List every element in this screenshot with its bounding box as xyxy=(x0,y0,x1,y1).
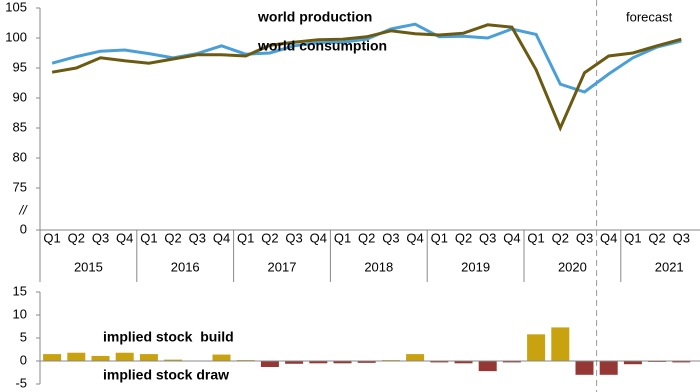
bar xyxy=(672,361,691,363)
y-tick-label: 15 xyxy=(13,283,27,298)
year-label: 2020 xyxy=(558,259,587,274)
draw-label: implied stock draw xyxy=(103,367,229,383)
year-label: 2019 xyxy=(461,259,490,274)
x-tick-label: Q4 xyxy=(406,230,423,245)
x-tick-label: Q2 xyxy=(68,230,85,245)
y-tick-label: 105 xyxy=(5,0,27,14)
x-tick-label: Q3 xyxy=(189,230,206,245)
x-tick-label: Q3 xyxy=(479,230,496,245)
x-tick-label: Q1 xyxy=(334,230,351,245)
x-tick-label: Q1 xyxy=(431,230,448,245)
bar xyxy=(139,354,158,361)
x-tick-label: Q1 xyxy=(624,230,641,245)
x-tick-label: Q4 xyxy=(310,230,327,245)
line-series xyxy=(51,23,682,132)
bar xyxy=(478,361,497,372)
bar xyxy=(67,352,86,361)
y-tick-label: 10 xyxy=(13,306,27,321)
y-tick-label: 75 xyxy=(13,179,27,194)
x-tick-label: Q3 xyxy=(285,230,302,245)
x-tick-label: Q1 xyxy=(527,230,544,245)
y-tick-label: 90 xyxy=(13,89,27,104)
x-tick-label: Q4 xyxy=(600,230,617,245)
year-label: 2018 xyxy=(364,259,393,274)
x-tick-label: Q2 xyxy=(358,230,375,245)
y-tick-label: 80 xyxy=(13,149,27,164)
bar xyxy=(43,354,62,361)
x-tick-label: Q3 xyxy=(92,230,109,245)
forecast-label: forecast xyxy=(626,9,673,24)
x-tick-label: Q1 xyxy=(237,230,254,245)
y-tick-label: 100 xyxy=(5,29,27,44)
bar xyxy=(357,361,376,363)
x-tick-label: Q1 xyxy=(43,230,60,245)
y-tick-label: 5 xyxy=(20,329,27,344)
y-tick-label: 0 xyxy=(20,352,27,367)
x-tick-label: Q2 xyxy=(164,230,181,245)
x-tick-label: Q3 xyxy=(673,230,690,245)
y-tick-label: 0 xyxy=(20,221,27,236)
x-tick-label: Q2 xyxy=(552,230,569,245)
x-tick-label: Q1 xyxy=(140,230,157,245)
year-label: 2017 xyxy=(268,259,297,274)
bar xyxy=(115,352,134,361)
bar xyxy=(285,361,304,364)
bar xyxy=(91,355,110,361)
x-tick-label: Q2 xyxy=(261,230,278,245)
x-tick-label: Q2 xyxy=(648,230,665,245)
bar xyxy=(430,361,449,363)
bar xyxy=(623,361,642,365)
bar xyxy=(212,354,231,361)
bar xyxy=(599,361,618,375)
year-label: 2016 xyxy=(171,259,200,274)
x-tick-label: Q3 xyxy=(576,230,593,245)
series-label: world production xyxy=(257,9,372,25)
bar xyxy=(260,361,279,367)
bar xyxy=(406,354,425,361)
x-tick-label: Q3 xyxy=(382,230,399,245)
y-tick-label: 85 xyxy=(13,119,27,134)
bar xyxy=(527,334,546,361)
build-label: implied stock build xyxy=(103,329,234,345)
year-label: 2015 xyxy=(74,259,103,274)
bar xyxy=(333,361,352,364)
bar xyxy=(502,361,521,363)
bar xyxy=(575,361,594,375)
y-tick-label: 95 xyxy=(13,59,27,74)
x-tick-label: Q4 xyxy=(116,230,133,245)
bar xyxy=(551,327,570,361)
x-tick-label: Q4 xyxy=(213,230,230,245)
x-tick-label: Q4 xyxy=(503,230,520,245)
bar xyxy=(164,359,183,361)
bar xyxy=(454,361,473,364)
bar xyxy=(309,361,328,364)
year-label: 2021 xyxy=(655,259,684,274)
x-tick-label: Q2 xyxy=(455,230,472,245)
line-series xyxy=(51,22,682,94)
y-tick-label: -5 xyxy=(15,375,27,390)
series-label: world consumption xyxy=(257,38,387,54)
axis-break: // xyxy=(18,202,28,217)
